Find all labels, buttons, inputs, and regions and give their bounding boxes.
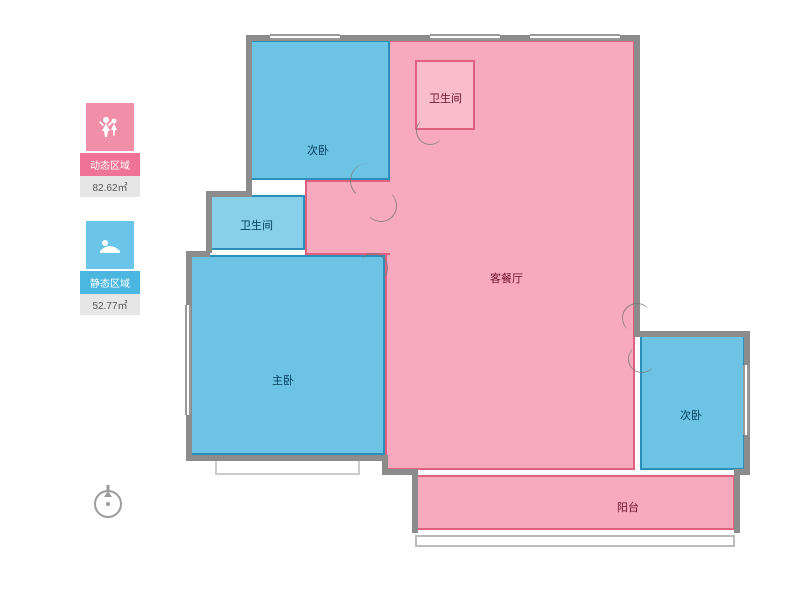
label-second-bedroom-top: 次卧 <box>307 142 329 158</box>
room-second-bedroom-top: 次卧 <box>250 40 390 180</box>
wall-balcony-left <box>412 469 418 533</box>
wall-step-right <box>634 331 750 337</box>
room-bathroom-left: 卫生间 <box>210 195 305 250</box>
compass-icon <box>88 480 128 520</box>
window-right <box>743 365 749 435</box>
window-top-1 <box>270 34 340 40</box>
window-left-master <box>185 305 191 415</box>
label-master-bedroom: 主卧 <box>272 372 294 388</box>
label-bathroom-top: 卫生间 <box>429 90 462 106</box>
static-zone-icon <box>86 221 134 269</box>
room-balcony: 阳台 <box>415 475 735 530</box>
sleeping-icon <box>96 231 124 259</box>
people-icon <box>96 113 124 141</box>
wall-left-upper <box>246 35 252 193</box>
legend-static-value: 52.77㎡ <box>80 294 140 315</box>
window-top-2 <box>430 34 500 40</box>
label-second-bedroom-right: 次卧 <box>680 407 702 423</box>
wall-right-upper <box>634 35 640 335</box>
legend-static: 静态区域 52.77㎡ <box>80 221 140 315</box>
dynamic-zone-icon <box>86 103 134 151</box>
legend-dynamic: 动态区域 82.62㎡ <box>80 103 140 197</box>
legend-dynamic-value: 82.62㎡ <box>80 176 140 197</box>
balcony-railing <box>415 535 735 547</box>
room-second-bedroom-right: 次卧 <box>640 335 745 470</box>
room-bathroom-top: 卫生间 <box>415 60 475 130</box>
wall-step1 <box>206 191 252 197</box>
legend-dynamic-label: 动态区域 <box>80 153 140 176</box>
label-living-dining: 客餐厅 <box>490 270 523 286</box>
wall-living-left-bottom <box>382 455 388 475</box>
label-balcony: 阳台 <box>617 499 639 515</box>
wall-balcony-right <box>734 469 740 533</box>
window-top-3 <box>530 34 620 40</box>
floorplan: 卫生间 次卧 卫生间 主卧 客餐厅 次卧 阳台 <box>190 35 750 575</box>
legend-static-label: 静态区域 <box>80 271 140 294</box>
wall-left-bath <box>206 191 212 253</box>
legend-panel: 动态区域 82.62㎡ 静态区域 52.77㎡ <box>80 103 140 339</box>
room-master-bedroom: 主卧 <box>190 255 385 455</box>
label-bathroom-left: 卫生间 <box>240 217 273 233</box>
wall-bottom-master <box>186 455 386 461</box>
